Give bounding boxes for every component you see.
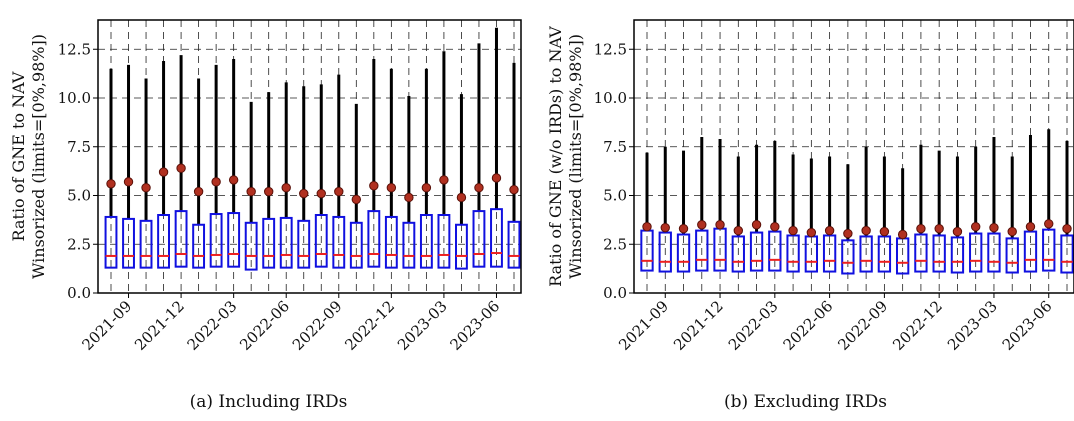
a-box-22 <box>474 43 485 266</box>
a-mean-marker <box>405 193 413 201</box>
b-xtick-label: 2022-03 <box>725 297 782 354</box>
b-mean-marker <box>643 223 651 231</box>
b-box-18 <box>952 157 963 273</box>
a-ytick-label: 2.5 <box>67 235 91 253</box>
b-mean-marker <box>990 223 998 231</box>
b-mean-marker <box>898 230 906 238</box>
b-box-15 <box>897 168 908 273</box>
b-xtick-label: 2022-06 <box>780 297 837 354</box>
a-ylabel-line-2: Winsorized (limits=[0%,98%]) <box>29 34 48 279</box>
a-mean-marker <box>229 176 237 184</box>
a-mean-marker <box>457 193 465 201</box>
a-mean-marker <box>124 178 132 186</box>
a-ytick-label: 10.0 <box>58 89 91 107</box>
a-box-8 <box>228 59 239 267</box>
b-mean-marker <box>880 227 888 235</box>
a-box-16 <box>368 59 379 267</box>
a-mean-marker <box>177 164 185 172</box>
a-xtick-label: 2023-06 <box>446 297 503 354</box>
b-xtick-label: 2022-09 <box>834 297 891 354</box>
a-ytick-label: 12.5 <box>58 40 91 58</box>
b-mean-marker <box>771 223 779 231</box>
b-mean-marker <box>1045 220 1053 228</box>
b-mean-marker <box>917 224 925 232</box>
a-xtick-label: 2021-09 <box>79 297 136 354</box>
a-mean-marker <box>194 187 202 195</box>
b-box-12 <box>842 164 853 273</box>
a-box-20 <box>438 51 449 267</box>
b-mean-marker <box>862 226 870 234</box>
a-mean-marker <box>317 189 325 197</box>
b-box-21 <box>1007 157 1018 273</box>
a-mean-marker <box>335 187 343 195</box>
b-mean-marker <box>1063 224 1071 232</box>
a-mean-marker <box>159 168 167 176</box>
b-ytick-label: 12.5 <box>594 40 627 58</box>
a-xtick-label: 2022-06 <box>236 297 293 354</box>
a-xtick-label: 2022-03 <box>184 297 241 354</box>
b-mean-marker <box>661 223 669 231</box>
b-mean-marker <box>734 226 742 234</box>
a-mean-marker <box>212 178 220 186</box>
b-mean-marker <box>825 226 833 234</box>
b-mean-marker <box>698 221 706 229</box>
b-ytick-label: 0.0 <box>603 284 627 302</box>
caption-b: (b) Excluding IRDs <box>537 392 1074 412</box>
chart-a: 0.02.55.07.510.012.52021-092021-122022-0… <box>0 0 537 390</box>
a-xtick-label: 2021-12 <box>131 297 188 354</box>
b-ytick-label: 7.5 <box>603 138 627 156</box>
a-mean-marker <box>492 174 500 182</box>
b-mean-marker <box>1008 227 1016 235</box>
caption-a: (a) Including IRDs <box>0 392 537 412</box>
b-ytick-label: 10.0 <box>594 89 627 107</box>
a-box-5 <box>176 55 187 267</box>
b-mean-marker <box>1026 223 1034 231</box>
a-mean-marker <box>475 184 483 192</box>
a-mean-marker <box>510 185 518 193</box>
panel-a: 0.0 2.5 5.0 7.5 10.0 12.5 2021-09 2021-12 2022-0… <box>0 0 537 421</box>
b-mean-marker <box>752 221 760 229</box>
b-xtick-label: 2021-12 <box>670 297 727 354</box>
a-mean-marker <box>300 189 308 197</box>
a-mean-marker <box>264 187 272 195</box>
a-mean-marker <box>107 180 115 188</box>
panel-b: 0.0 2.5 5.0 7.5 10.0 12.5 2021-09 2021-12 2022-0… <box>537 0 1074 421</box>
b-mean-marker <box>807 228 815 236</box>
b-ylabel-line-2: Winsorized (limits=[0%,98%]) <box>566 34 585 279</box>
a-mean-marker <box>282 184 290 192</box>
b-mean-marker <box>679 224 687 232</box>
b-mean-marker <box>953 227 961 235</box>
a-mean-marker <box>370 182 378 190</box>
b-mean-marker <box>844 229 852 237</box>
b-ytick-label: 5.0 <box>603 187 627 205</box>
a-mean-marker <box>352 195 360 203</box>
b-xtick-label: 2023-06 <box>999 297 1056 354</box>
b-mean-marker <box>935 224 943 232</box>
a-mean-marker <box>440 176 448 184</box>
a-xtick-label: 2022-12 <box>341 297 398 354</box>
b-xtick-label: 2021-09 <box>615 297 672 354</box>
b-xtick-label: 2023-03 <box>944 297 1001 354</box>
a-mean-marker <box>422 184 430 192</box>
a-box-15 <box>351 104 362 268</box>
a-ylabel-line-1: Ratio of GNE to NAV <box>9 71 28 241</box>
b-mean-marker <box>789 226 797 234</box>
a-mean-marker <box>142 184 150 192</box>
b-iqr-box <box>1007 238 1018 272</box>
b-iqr-box <box>897 238 908 273</box>
a-mean-marker <box>387 184 395 192</box>
b-mean-marker <box>716 221 724 229</box>
a-mean-marker <box>247 187 255 195</box>
a-ytick-label: 5.0 <box>67 187 91 205</box>
a-ytick-label: 7.5 <box>67 138 91 156</box>
b-mean-marker <box>971 223 979 231</box>
b-ylabel-line-1: Ratio of GNE (w/o IRDs) to NAV <box>546 26 565 287</box>
b-iqr-box <box>842 240 853 273</box>
b-xtick-label: 2022-12 <box>889 297 946 354</box>
a-xtick-label: 2023-03 <box>394 297 451 354</box>
b-ytick-label: 2.5 <box>603 235 627 253</box>
a-ytick-label: 0.0 <box>67 284 91 302</box>
a-xtick-label: 2022-09 <box>289 297 346 354</box>
chart-b: 0.02.55.07.510.012.52021-092021-122022-0… <box>537 0 1074 390</box>
